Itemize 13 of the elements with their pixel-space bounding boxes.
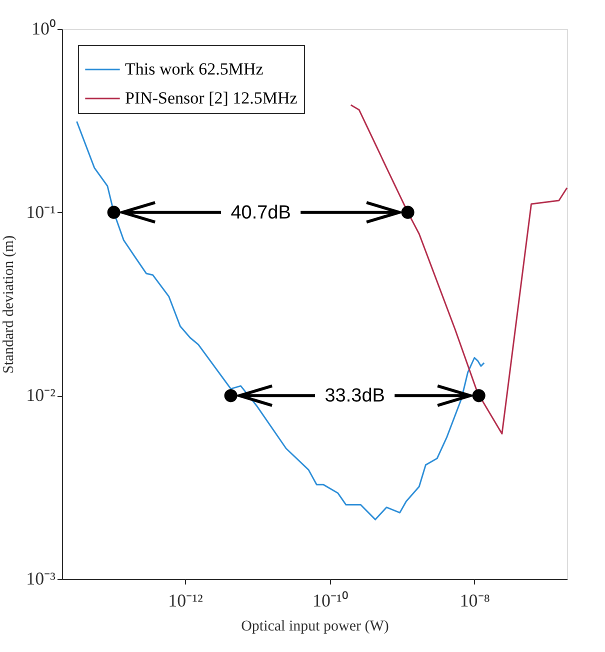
x-axis-title: Optical input power (W): [241, 618, 389, 634]
x-tick-label: 10⁻⁸: [460, 590, 490, 610]
legend-label: This work 62.5MHz: [125, 60, 264, 78]
y-tick-label: 10⁻²: [26, 385, 56, 406]
y-tick-label: 10⁰: [32, 18, 56, 38]
x-tick-label: 10⁻¹⁰: [312, 590, 348, 610]
y-tick-label: 10⁻¹: [26, 202, 56, 222]
x-tick-label: 10⁻¹²: [168, 590, 203, 610]
legend-label: PIN-Sensor [2] 12.5MHz: [125, 88, 298, 108]
y-tick-label: 10⁻³: [26, 568, 56, 588]
y-axis-title: Standard deviation (m): [1, 235, 18, 374]
annotation: 33.3dB: [324, 386, 385, 407]
annotation: 40.7dB: [230, 202, 291, 224]
